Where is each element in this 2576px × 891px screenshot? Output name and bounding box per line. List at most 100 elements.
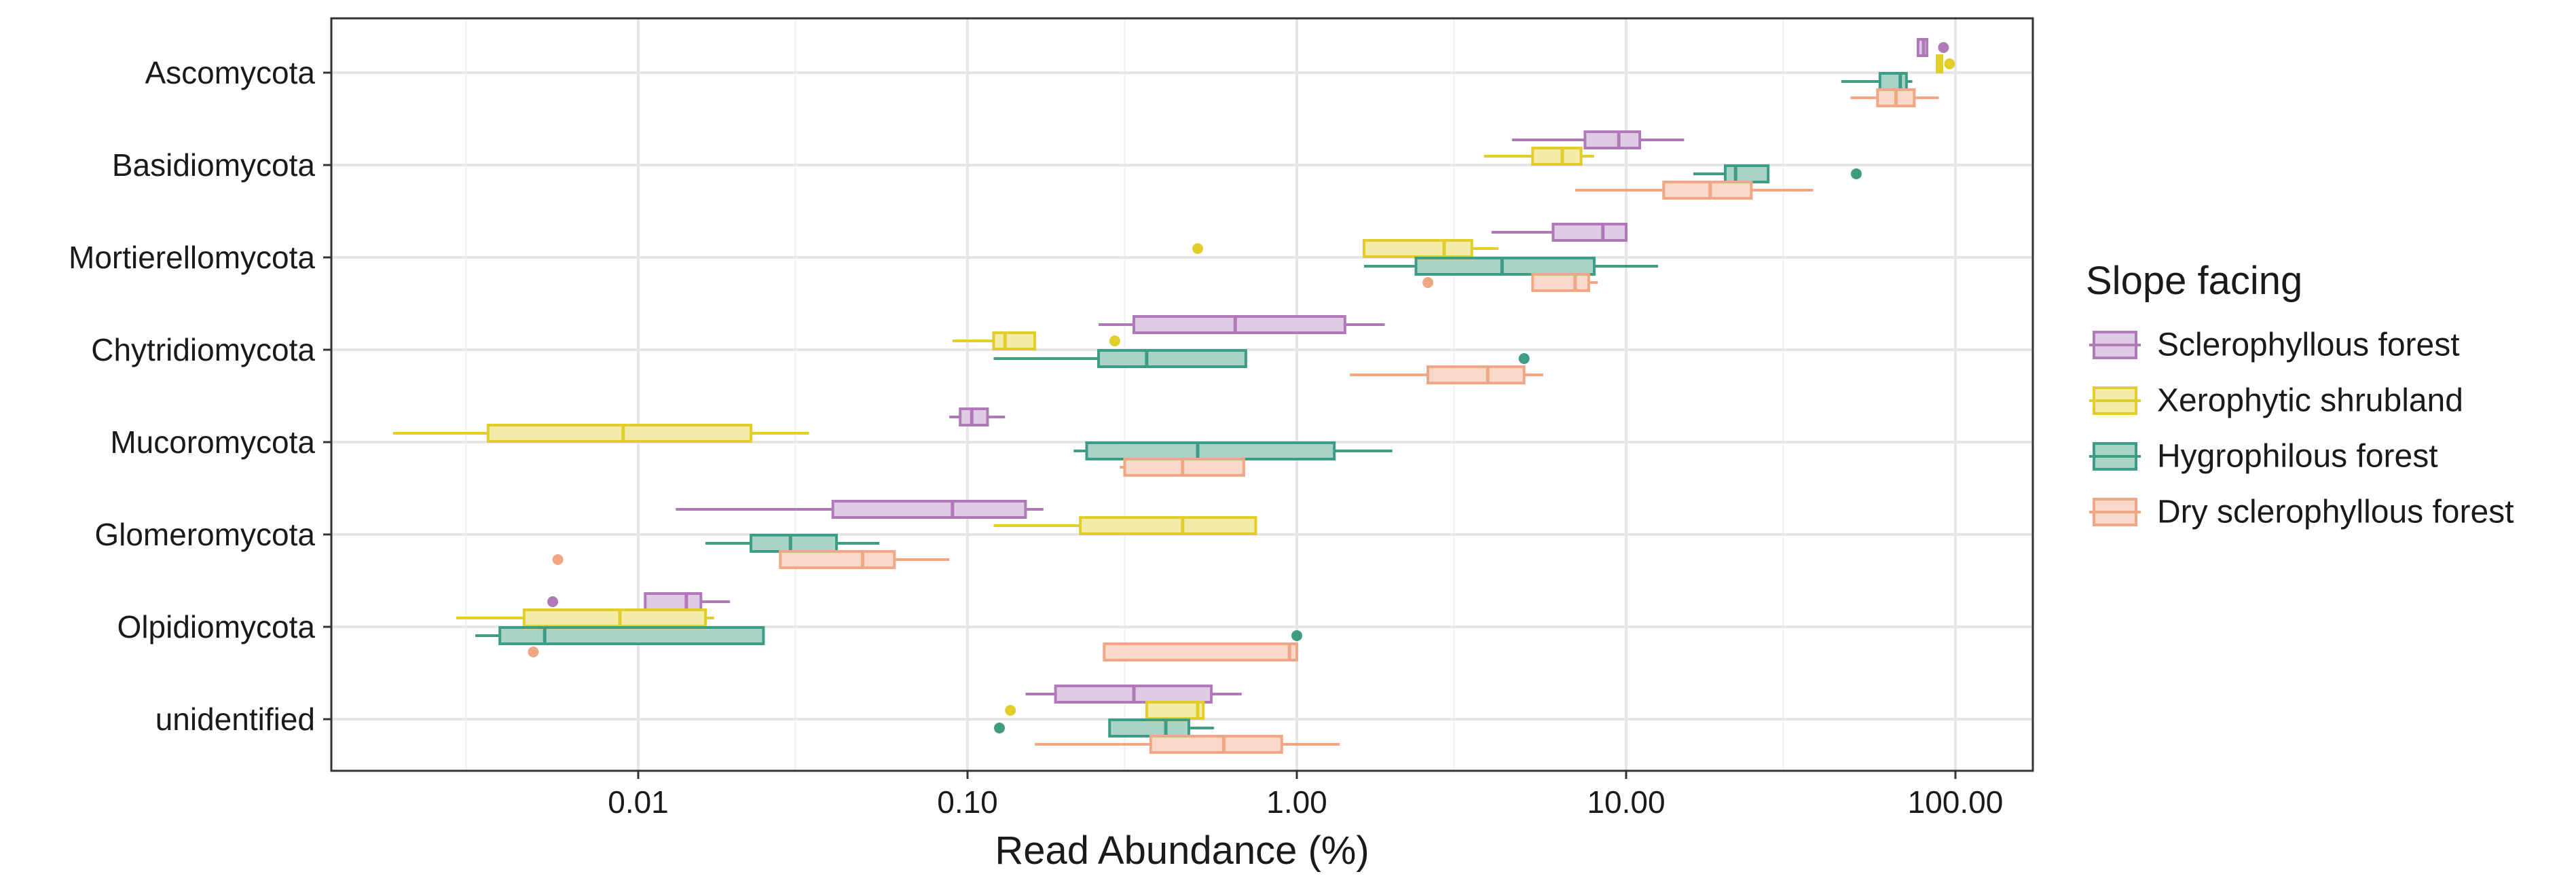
box-iqr <box>1149 735 1283 754</box>
legend-key-hygrophilous-forest <box>2089 442 2141 471</box>
outlier-point <box>1944 58 1955 69</box>
box-iqr <box>1362 239 1473 258</box>
series-dry-sclerophyllous-forest <box>528 88 1939 754</box>
x-axis: 0.01 0.10 1.00 10.00 100.00 <box>608 771 2003 820</box>
box-xerophytic-shrubland-basidiomycota <box>1484 147 1594 166</box>
series-sclerophyllous-forest <box>547 38 1949 704</box>
outlier-point <box>1518 353 1530 364</box>
boxplot-layer <box>392 38 1955 754</box>
box-sclerophyllous-forest-chytridiomycota <box>1099 315 1385 334</box>
box-iqr <box>1079 516 1257 535</box>
box-iqr <box>498 626 765 645</box>
series-xerophytic-shrubland <box>392 54 1955 720</box>
legend-label-sclerophyllous-forest: Sclerophyllous forest <box>2157 327 2460 363</box>
box-iqr <box>1145 701 1205 720</box>
box-sclerophyllous-forest-basidiomycota <box>1511 130 1685 149</box>
box-dry-sclerophyllous-forest-unidentified <box>1034 735 1340 754</box>
y-axis: Ascomycota Basidiomycota Mortierellomycota… <box>69 55 331 737</box>
box-sclerophyllous-forest-glomeromycota <box>676 500 1044 519</box>
box-hygrophilous-forest-olpidiomycota <box>475 626 1302 645</box>
outlier-point <box>1851 168 1862 179</box>
box-dry-sclerophyllous-forest-ascomycota <box>1850 88 1939 107</box>
y-tick-label-mortierellomycota: Mortierellomycota <box>69 240 315 275</box>
x-tick-label: 0.10 <box>937 784 998 820</box>
legend-key-sclerophyllous-forest <box>2089 331 2141 359</box>
box-sclerophyllous-forest-unidentified <box>1025 685 1242 704</box>
box-xerophytic-shrubland-glomeromycota <box>993 516 1257 535</box>
box-iqr <box>959 407 989 426</box>
box-iqr <box>1551 223 1627 242</box>
box-iqr <box>1414 257 1596 276</box>
box-hygrophilous-forest-mortierellomycota <box>1363 257 1659 276</box>
box-dry-sclerophyllous-forest-mucoromycota <box>1120 458 1245 477</box>
box-hygrophilous-forest-unidentified <box>994 719 1214 738</box>
box-dry-sclerophyllous-forest-chytridiomycota <box>1350 365 1543 384</box>
box-iqr <box>750 534 838 553</box>
box-xerophytic-shrubland-olpidiomycota <box>456 608 714 628</box>
y-tick-label-glomeromycota: Glomeromycota <box>94 517 315 552</box>
outlier-point <box>1291 630 1302 641</box>
box-iqr <box>1108 719 1190 738</box>
y-tick-label-chytridiomycota: Chytridiomycota <box>91 332 315 367</box>
y-tick-label-basidiomycota: Basidiomycota <box>112 147 316 183</box>
box-dry-sclerophyllous-forest-olpidiomycota <box>528 642 1298 661</box>
box-sclerophyllous-forest-mortierellomycota <box>1491 223 1627 242</box>
x-tick-label: 100.00 <box>1908 784 2004 820</box>
box-iqr <box>1583 130 1642 149</box>
outlier-point <box>1005 705 1016 716</box>
box-dry-sclerophyllous-forest-basidiomycota <box>1575 181 1814 200</box>
box-xerophytic-shrubland-ascomycota <box>1936 54 1955 73</box>
box-dry-sclerophyllous-forest-mortierellomycota <box>1422 273 1598 292</box>
box-sclerophyllous-forest-mucoromycota <box>949 407 1006 426</box>
box-sclerophyllous-forest-olpidiomycota <box>547 592 731 611</box>
legend-label-xerophytic-shrubland: Xerophytic shrubland <box>2157 383 2463 419</box>
box-iqr <box>1132 315 1346 334</box>
y-tick-label-olpidiomycota: Olpidiomycota <box>117 609 316 644</box>
series-hygrophilous-forest <box>475 72 1913 738</box>
box-xerophytic-shrubland-chytridiomycota <box>952 331 1120 350</box>
y-tick-label-ascomycota: Ascomycota <box>145 55 315 90</box>
box-hygrophilous-forest-basidiomycota <box>1693 164 1862 183</box>
box-iqr <box>1531 273 1590 292</box>
box-iqr <box>1723 164 1770 183</box>
legend: Slope facing Sclerophyllous forest Xeroph… <box>2086 259 2514 530</box>
x-tick-label: 10.00 <box>1587 784 1665 820</box>
y-tick-label-mucoromycota: Mucoromycota <box>110 424 315 460</box>
box-iqr <box>992 331 1036 350</box>
legend-key-dry-sclerophyllous-forest <box>2089 498 2141 526</box>
box-hygrophilous-forest-chytridiomycota <box>993 349 1530 368</box>
box-iqr <box>522 608 707 628</box>
legend-key-xerophytic-shrubland <box>2089 386 2141 415</box>
box-iqr <box>779 550 896 569</box>
outlier-point <box>1422 277 1434 288</box>
box-xerophytic-shrubland-mucoromycota <box>392 424 809 443</box>
outlier-point <box>1109 335 1120 346</box>
legend-label-dry-sclerophyllous-forest: Dry sclerophyllous forest <box>2157 494 2514 530</box>
box-iqr <box>644 592 703 611</box>
box-iqr <box>1085 441 1336 460</box>
box-iqr <box>1531 147 1583 166</box>
box-iqr <box>486 424 753 443</box>
legend-title: Slope facing <box>2086 259 2302 303</box>
outlier-point <box>552 554 564 565</box>
x-tick-label: 0.01 <box>608 784 669 820</box>
outlier-point <box>994 723 1006 733</box>
box-iqr <box>1103 642 1298 661</box>
outlier-point <box>528 647 539 657</box>
y-tick-label-unidentified: unidentified <box>155 702 315 737</box>
box-iqr <box>1427 365 1526 384</box>
box-sclerophyllous-forest-ascomycota <box>1916 38 1949 57</box>
outlier-point <box>547 596 559 607</box>
box-iqr <box>1662 181 1753 200</box>
box-xerophytic-shrubland-unidentified <box>1005 701 1205 720</box>
box-iqr <box>831 500 1027 519</box>
outlier-point <box>1938 42 1949 53</box>
x-tick-label: 1.00 <box>1266 784 1327 820</box>
x-axis-title: Read Abundance (%) <box>995 829 1369 873</box>
outlier-point <box>1192 243 1204 254</box>
box-dry-sclerophyllous-forest-glomeromycota <box>552 550 950 569</box>
legend-label-hygrophilous-forest: Hygrophilous forest <box>2157 439 2438 475</box>
box-iqr <box>1878 72 1908 91</box>
plot-panel-border <box>330 17 2034 772</box>
